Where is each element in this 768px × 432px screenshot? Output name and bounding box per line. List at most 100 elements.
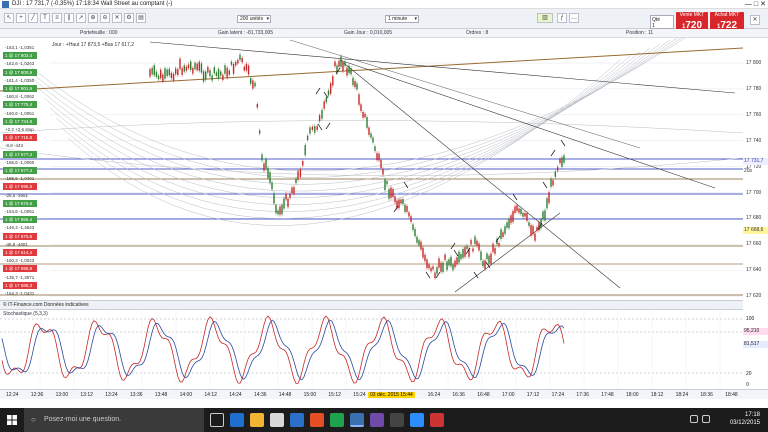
more-icon[interactable]: … [569, 13, 579, 23]
candle-body [536, 227, 538, 231]
order-pnl-text: -160,6 -1,0051 [5, 110, 35, 116]
order-tag[interactable]: 1 @ 17 596,9 [3, 265, 37, 273]
task-view-icon[interactable] [210, 413, 224, 427]
candle-body [482, 260, 484, 267]
stochastic-panel[interactable] [0, 310, 743, 389]
oscillator-grid [0, 310, 743, 389]
search-box[interactable]: ○ Posez-moi une question. [24, 408, 204, 432]
trend-line [339, 59, 621, 289]
minimize-button[interactable]: — [744, 1, 752, 8]
cursor-tool-icon[interactable]: ↖ [4, 13, 14, 23]
order-tag[interactable]: 1 @ 17 588,3 [3, 281, 37, 289]
candle-body [354, 81, 356, 88]
zoom-out-icon[interactable]: ⊖ [100, 13, 110, 23]
time-tick: 18:36 [700, 392, 713, 398]
candle-body [329, 83, 332, 94]
order-tag[interactable]: 1 @ 17 656,4 [3, 216, 37, 224]
maximize-button[interactable]: □ [753, 1, 759, 8]
indicators-icon[interactable]: ƒ [557, 13, 567, 23]
panel-close-icon[interactable]: ✕ [750, 15, 760, 25]
firefox-icon[interactable] [310, 413, 324, 427]
app-icon-5[interactable] [430, 413, 444, 427]
order-tag[interactable]: 1 @ 17 715,8 [3, 134, 37, 142]
portfolio-info: Portefeuille : 000 [80, 30, 118, 36]
fan-arc [25, 38, 682, 178]
crosshair-tool-icon[interactable]: + [16, 13, 26, 23]
order-tag[interactable]: 1 @ 17 803,4 [3, 52, 37, 60]
order-tag[interactable]: 1 @ 17 614,4 [3, 249, 37, 256]
order-tag[interactable]: 1 @ 17 676,6 [3, 199, 37, 207]
order-tag[interactable]: 1 @ 17 734,8 [3, 117, 37, 125]
order-tag[interactable]: 1 @ 17 775,4 [3, 101, 37, 109]
time-tick: 13:00 [55, 392, 69, 398]
trend-line [0, 47, 743, 92]
signal-arrow [495, 235, 501, 243]
candle-body [396, 200, 398, 209]
system-clock[interactable]: 17:18 03/12/2015 [730, 411, 760, 427]
app-icon-2[interactable] [370, 413, 384, 427]
candle-body [420, 241, 422, 250]
trading-app-taskbar-icon[interactable] [350, 413, 364, 427]
candle-body [267, 167, 269, 179]
explorer-icon[interactable] [250, 413, 264, 427]
order-tag[interactable]: 1 @ 17 695,5 [3, 183, 37, 191]
price-tick: 17 720 [746, 163, 762, 170]
candle-body [252, 80, 254, 89]
candle-body [325, 97, 328, 103]
order-tag[interactable]: 1 @ 17 677,4 [3, 167, 37, 174]
delete-tool-icon[interactable]: ✕ [112, 13, 122, 23]
candle-body [390, 187, 392, 198]
app-icon-4[interactable] [410, 413, 424, 427]
oscillator-badge: 81,517 [743, 341, 768, 348]
mail-icon[interactable] [290, 413, 304, 427]
candle-body [356, 83, 358, 90]
candle-body [424, 254, 426, 262]
day-gain-info: Gain Jour : 0,010,005 [344, 30, 393, 36]
fib-tool-icon[interactable]: ≡ [52, 13, 62, 23]
spotify-icon[interactable] [330, 413, 344, 427]
candle-body [502, 232, 504, 237]
signal-arrow [560, 139, 566, 147]
candle-body [293, 187, 295, 195]
settings-icon[interactable]: ⚙ [124, 13, 134, 23]
tray-volume-icon[interactable] [702, 415, 710, 423]
time-tick: 12:36 [30, 392, 44, 398]
window-controls: — □ ✕ [745, 0, 766, 9]
candle-body [316, 126, 318, 130]
start-button[interactable] [0, 408, 24, 432]
arrow-tool-icon[interactable]: ➚ [76, 13, 86, 23]
candle-body [406, 205, 408, 212]
candle-body [450, 256, 452, 267]
text-tool-icon[interactable]: T [40, 13, 50, 23]
candle-body [446, 261, 448, 270]
candle-body [183, 65, 185, 72]
tray-network-icon[interactable] [690, 415, 698, 423]
store-icon[interactable] [270, 413, 284, 427]
quantity-field[interactable]: Qté 1 [650, 15, 674, 29]
units-select[interactable]: 200 unités [237, 15, 271, 23]
print-icon[interactable]: ▤ [136, 13, 146, 23]
zoom-in-icon[interactable]: ⊕ [88, 13, 98, 23]
order-pnl-text: -164,3 -1,0431 [5, 291, 35, 296]
interval-select[interactable]: 1 minute [385, 15, 419, 23]
app-icon-3[interactable] [390, 413, 404, 427]
line-tool-icon[interactable]: ╱ [28, 13, 38, 23]
channel-tool-icon[interactable]: ∥ [64, 13, 74, 23]
edge-icon[interactable] [230, 413, 244, 427]
order-tag[interactable]: 1 @ 17 670,6 [3, 232, 37, 240]
order-tag[interactable]: 1 @ 17 677,4 [3, 150, 37, 158]
fan-arc [19, 38, 686, 172]
oscillator-badge: 95,210 [743, 328, 768, 335]
order-tag[interactable]: 1 @ 17 801,9 [3, 85, 37, 92]
close-button[interactable]: ✕ [760, 1, 766, 8]
trend-line [149, 41, 736, 94]
candle-body [506, 222, 508, 228]
candle-body [466, 245, 468, 249]
cursor-time-badge: 03 déc. 2015 15:44 [368, 392, 415, 398]
price-chart[interactable]: Jour : +Haut 17 873,5 +Bas 17 617,2 [0, 38, 743, 300]
order-tag[interactable]: 1 @ 17 800,9 [3, 68, 37, 76]
chart-type-icon[interactable]: ▥ [537, 13, 553, 23]
candle-body [166, 69, 168, 77]
order-pnl-text: -8,8 -443 [5, 143, 24, 149]
candle-body [289, 193, 291, 198]
